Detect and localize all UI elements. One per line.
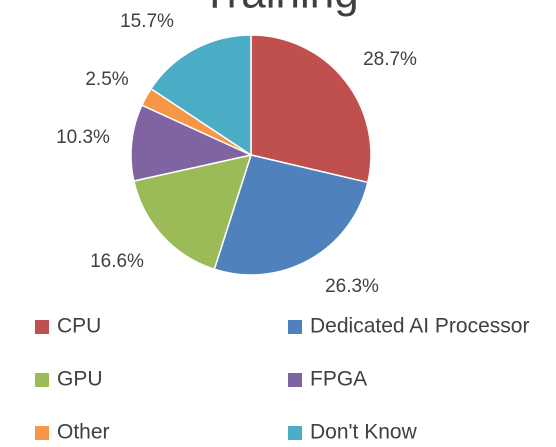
legend-label: Don't Know <box>310 421 418 444</box>
legend-label: Other <box>57 421 110 444</box>
pie-slice <box>213 154 369 276</box>
data-label: 28.7% <box>363 49 417 70</box>
data-label: 26.3% <box>325 276 379 297</box>
legend-swatch <box>288 320 302 334</box>
legend-swatch <box>288 426 302 440</box>
legend-swatch <box>35 426 49 440</box>
pie-slice <box>132 153 253 271</box>
legend-swatch <box>35 320 49 334</box>
data-label: 2.5% <box>85 69 128 90</box>
legend-swatch <box>35 373 49 387</box>
pie-slice <box>250 34 372 184</box>
pie-slice <box>149 34 252 157</box>
legend-label: FPGA <box>310 368 367 391</box>
data-label: 10.3% <box>56 127 110 148</box>
data-label: 15.7% <box>120 11 174 32</box>
data-label: 16.6% <box>90 251 144 272</box>
legend-label: GPU <box>57 368 103 391</box>
legend-label: Dedicated AI Processor <box>310 315 529 338</box>
legend-swatch <box>288 373 302 387</box>
chart-title: Training <box>201 0 358 18</box>
pie-slice <box>130 104 254 182</box>
legend-label: CPU <box>57 315 101 338</box>
